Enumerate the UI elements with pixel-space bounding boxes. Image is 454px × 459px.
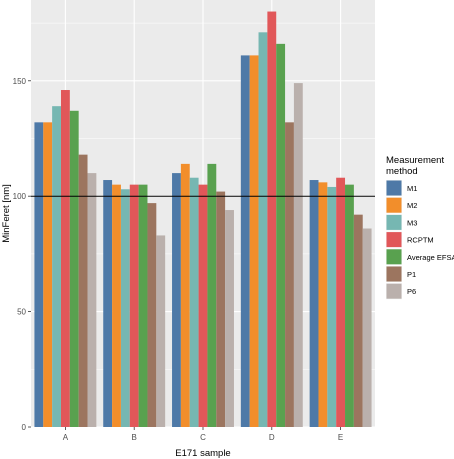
legend-label: RCPTM: [407, 236, 434, 245]
bar-average-efsa-c: [207, 163, 217, 427]
x-axis: A B C D E: [63, 427, 343, 442]
bar-m3-e: [327, 186, 337, 427]
legend-swatch: [386, 180, 402, 196]
y-tick-label: 50: [17, 308, 26, 317]
bar-m1-b: [103, 180, 113, 427]
bar-p6-b: [156, 235, 166, 427]
bar-m3-d: [258, 32, 268, 428]
bar-p1-d: [285, 122, 294, 428]
legend-label: P1: [407, 270, 416, 279]
bar-rcptm-e: [336, 177, 346, 427]
x-axis-title: E171 sample: [175, 448, 230, 459]
x-tick-label: E: [338, 433, 343, 442]
bar-p6-a: [87, 173, 97, 427]
bar-average-efsa-a: [69, 110, 79, 428]
bar-rcptm-b: [129, 184, 139, 427]
bars: [34, 11, 372, 428]
bar-m1-c: [172, 173, 181, 427]
legend-swatch: [386, 266, 402, 282]
x-tick-label: B: [132, 433, 137, 442]
bar-average-efsa-b: [138, 184, 148, 427]
legend-label: M1: [407, 184, 417, 193]
legend-swatch: [386, 232, 402, 248]
legend-swatch: [386, 214, 402, 230]
bar-m1-a: [34, 122, 44, 428]
bar-p1-a: [78, 154, 88, 427]
y-tick-label: 150: [13, 77, 27, 86]
bar-rcptm-a: [60, 90, 70, 428]
bar-average-efsa-e: [345, 184, 354, 427]
bar-p6-d: [293, 83, 303, 427]
bar-m2-b: [112, 184, 121, 427]
x-tick-label: A: [63, 433, 69, 442]
legend-swatch: [386, 197, 402, 213]
bar-p1-b: [147, 203, 157, 427]
bar-p1-e: [353, 214, 363, 427]
bar-p1-c: [216, 191, 226, 427]
bar-m2-a: [43, 122, 53, 428]
y-tick-label: 100: [13, 192, 27, 201]
legend-swatch: [386, 249, 402, 265]
bar-m1-e: [309, 180, 319, 427]
y-axis: 0 50 100 150: [13, 77, 31, 432]
bar-m1-d: [240, 55, 250, 428]
bar-m3-c: [189, 177, 199, 427]
bar-m3-b: [120, 189, 130, 427]
bar-rcptm-c: [198, 184, 208, 427]
y-tick-label: 0: [22, 423, 27, 432]
x-tick-label: C: [200, 433, 206, 442]
bar-rcptm-d: [267, 11, 277, 428]
legend-label: M2: [407, 201, 417, 210]
legend-title: method: [386, 166, 418, 177]
x-tick-label: D: [269, 433, 275, 442]
y-axis-title: MinFeret [nm]: [1, 184, 12, 243]
legend-label: Average EFSA: [407, 253, 454, 262]
bar-p6-c: [225, 210, 234, 427]
bar-m3-a: [52, 106, 61, 427]
bar-m2-e: [318, 182, 328, 427]
bar-p6-e: [362, 228, 372, 427]
bar-m2-c: [180, 163, 190, 427]
legend-label: M3: [407, 218, 417, 227]
legend-label: P6: [407, 287, 416, 296]
bar-m2-d: [249, 55, 259, 428]
bar-average-efsa-d: [276, 43, 286, 427]
legend-swatch: [386, 283, 402, 299]
legend-title: Measurement: [386, 155, 444, 166]
